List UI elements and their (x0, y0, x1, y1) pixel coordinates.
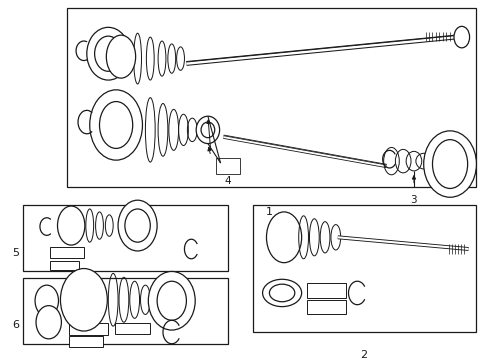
Ellipse shape (106, 35, 136, 78)
Bar (49, 261, 79, 270)
Ellipse shape (157, 281, 186, 320)
Text: 2: 2 (361, 350, 368, 360)
Bar (216, 158, 240, 174)
Text: 4: 4 (224, 176, 231, 186)
Ellipse shape (99, 102, 133, 148)
Bar (24, 278, 228, 344)
Ellipse shape (454, 26, 469, 48)
Ellipse shape (36, 306, 61, 339)
Text: 5: 5 (12, 248, 19, 258)
Ellipse shape (95, 36, 122, 71)
Ellipse shape (263, 279, 302, 307)
Text: 1: 1 (266, 207, 273, 217)
Text: 6: 6 (12, 320, 19, 330)
Bar (49, 247, 84, 258)
Ellipse shape (35, 285, 58, 316)
Ellipse shape (201, 122, 215, 138)
Ellipse shape (125, 209, 150, 242)
Text: 3: 3 (411, 195, 417, 205)
Bar (24, 205, 228, 271)
Bar (67, 8, 476, 188)
Bar (115, 323, 150, 334)
Bar (307, 300, 345, 314)
Ellipse shape (196, 116, 220, 144)
Ellipse shape (267, 212, 302, 263)
Ellipse shape (424, 131, 476, 197)
Bar (307, 283, 345, 298)
Ellipse shape (87, 27, 130, 80)
Ellipse shape (60, 269, 107, 331)
Ellipse shape (118, 200, 157, 251)
Ellipse shape (57, 206, 85, 245)
Bar (253, 205, 476, 332)
Ellipse shape (433, 140, 467, 189)
Bar (69, 323, 108, 335)
Bar (69, 336, 103, 347)
Ellipse shape (270, 284, 295, 302)
Ellipse shape (90, 90, 143, 160)
Ellipse shape (148, 271, 195, 330)
